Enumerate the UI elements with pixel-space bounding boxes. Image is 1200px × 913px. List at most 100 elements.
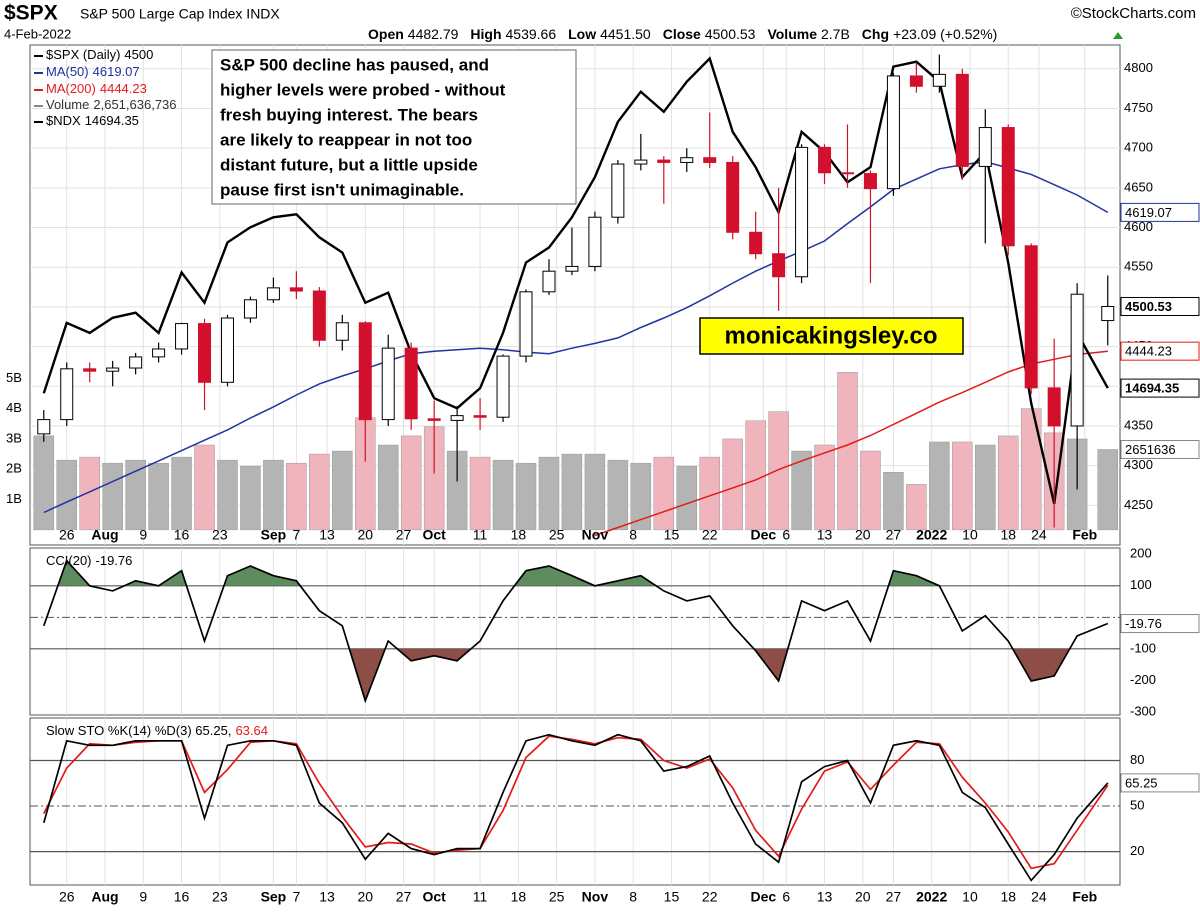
candle-body <box>427 418 441 421</box>
legend-entry: $SPX (Daily) 4500 <box>46 47 153 62</box>
quote-label: Open <box>368 26 404 42</box>
candle-body <box>611 163 625 218</box>
volume-bar <box>584 453 606 531</box>
x-tick-label: Feb <box>1072 527 1097 543</box>
y-tick-label: 20 <box>1130 843 1144 858</box>
volume-bar <box>377 444 399 531</box>
volume-bar <box>56 459 77 531</box>
x-tick-label: 24 <box>1031 527 1047 543</box>
y-tick-label: 4250 <box>1124 497 1153 512</box>
quote-label: Volume <box>767 26 817 42</box>
value-tag <box>1120 378 1200 398</box>
annotation-line: S&P 500 decline has paused, and <box>220 55 489 74</box>
volume-bar <box>400 435 422 531</box>
candle-body <box>772 253 786 278</box>
candle-body <box>886 75 900 190</box>
x-tick-label: 26 <box>59 527 75 543</box>
x-tick-label: 23 <box>212 889 228 905</box>
y-tick-label: 4600 <box>1124 219 1153 234</box>
volume-bar <box>975 444 996 531</box>
x-tick-label: 22 <box>702 889 718 905</box>
legend-part: 4444.23 <box>100 81 147 96</box>
volume-bar <box>791 450 812 531</box>
y-tick-label: -100 <box>1130 640 1156 655</box>
overlay-line <box>43 160 1109 514</box>
volume-bar <box>1020 408 1042 531</box>
x-tick-label: 10 <box>962 527 978 543</box>
x-tick-label: 7 <box>292 889 300 905</box>
volume-bar <box>309 453 330 531</box>
legend-part: 63.64 <box>235 723 268 738</box>
quote-label: Chg <box>862 26 889 42</box>
x-tick-label: Oct <box>422 527 446 543</box>
x-tick-label: 27 <box>396 889 412 905</box>
legend-part: MA(200) <box>46 81 96 96</box>
x-tick-label: Dec <box>750 889 776 905</box>
y-tick-label: 4750 <box>1124 100 1153 115</box>
x-tick-label: 8 <box>629 527 637 543</box>
volume-tick-label: 4B <box>6 400 22 415</box>
candle-body <box>634 159 648 165</box>
value-tag <box>1120 341 1200 361</box>
x-tick-label: 27 <box>396 527 412 543</box>
x-tick-label: Nov <box>582 889 609 905</box>
x-tick-label: 8 <box>629 889 637 905</box>
volume-bar <box>79 456 100 531</box>
candle-body <box>932 73 946 87</box>
value-tag <box>1120 296 1200 316</box>
x-tick-label: Dec <box>750 527 776 543</box>
quote-value: 4482.79 <box>408 26 459 42</box>
x-tick-label: 24 <box>1031 889 1047 905</box>
legend-part: $SPX (Daily) <box>46 47 120 62</box>
cci-fill <box>43 560 1108 586</box>
candle-body <box>1047 387 1061 427</box>
volume-bar <box>263 459 284 531</box>
volume-bar <box>997 435 1019 531</box>
x-tick-label: 15 <box>664 527 680 543</box>
y-tick-label: 200 <box>1130 546 1152 561</box>
x-tick-label: 16 <box>174 527 190 543</box>
candle-body <box>1024 245 1038 389</box>
x-tick-label: 6 <box>782 889 790 905</box>
candle-body <box>450 415 464 421</box>
annotation-line: pause first isn't unimaginable. <box>220 180 464 199</box>
annotation-box <box>211 49 577 205</box>
volume-bar <box>125 459 146 531</box>
volume-bar <box>240 465 261 531</box>
y-tick-label: -300 <box>1130 703 1156 718</box>
candle-body <box>404 347 418 420</box>
legend-entry: $NDX 14694.35 <box>46 113 139 128</box>
legend-part: 14694.35 <box>85 113 139 128</box>
candle-body <box>1101 305 1115 322</box>
y-tick-label: 4700 <box>1124 140 1153 155</box>
legend-entry: MA(200) 4444.23 <box>46 81 147 96</box>
candle-body <box>129 356 143 369</box>
legend-part: CCI(20) <box>46 553 92 568</box>
legend-part: 4500 <box>124 47 153 62</box>
x-tick-label: 9 <box>139 527 147 543</box>
x-tick-label: 23 <box>212 527 228 543</box>
volume-tick-label: 5B <box>6 370 22 385</box>
candle-body <box>106 367 120 372</box>
y-tick-label: 4800 <box>1124 60 1153 75</box>
overlays <box>42 56 1109 537</box>
candle-body <box>565 265 579 272</box>
indicator-line <box>42 733 1109 882</box>
x-tick-label: 7 <box>292 527 300 543</box>
value-tag-text: 2651636 <box>1125 442 1176 457</box>
volume-bar <box>33 435 55 531</box>
value-tag <box>1120 439 1200 459</box>
symbol: $SPX <box>4 2 58 25</box>
legend-part: Volume <box>46 97 89 112</box>
volume-bar <box>883 472 904 531</box>
y-tick-label: 50 <box>1130 797 1144 812</box>
candle-body <box>841 172 854 175</box>
source: ©StockCharts.com <box>1071 5 1196 22</box>
volume-bar <box>607 459 629 531</box>
indicator-line <box>43 735 1109 870</box>
x-tick-label: 18 <box>511 527 527 543</box>
x-tick-label: 9 <box>139 889 147 905</box>
candle-body <box>1001 127 1015 247</box>
y-tick-label: 80 <box>1130 752 1144 767</box>
volume-bar <box>286 462 307 531</box>
